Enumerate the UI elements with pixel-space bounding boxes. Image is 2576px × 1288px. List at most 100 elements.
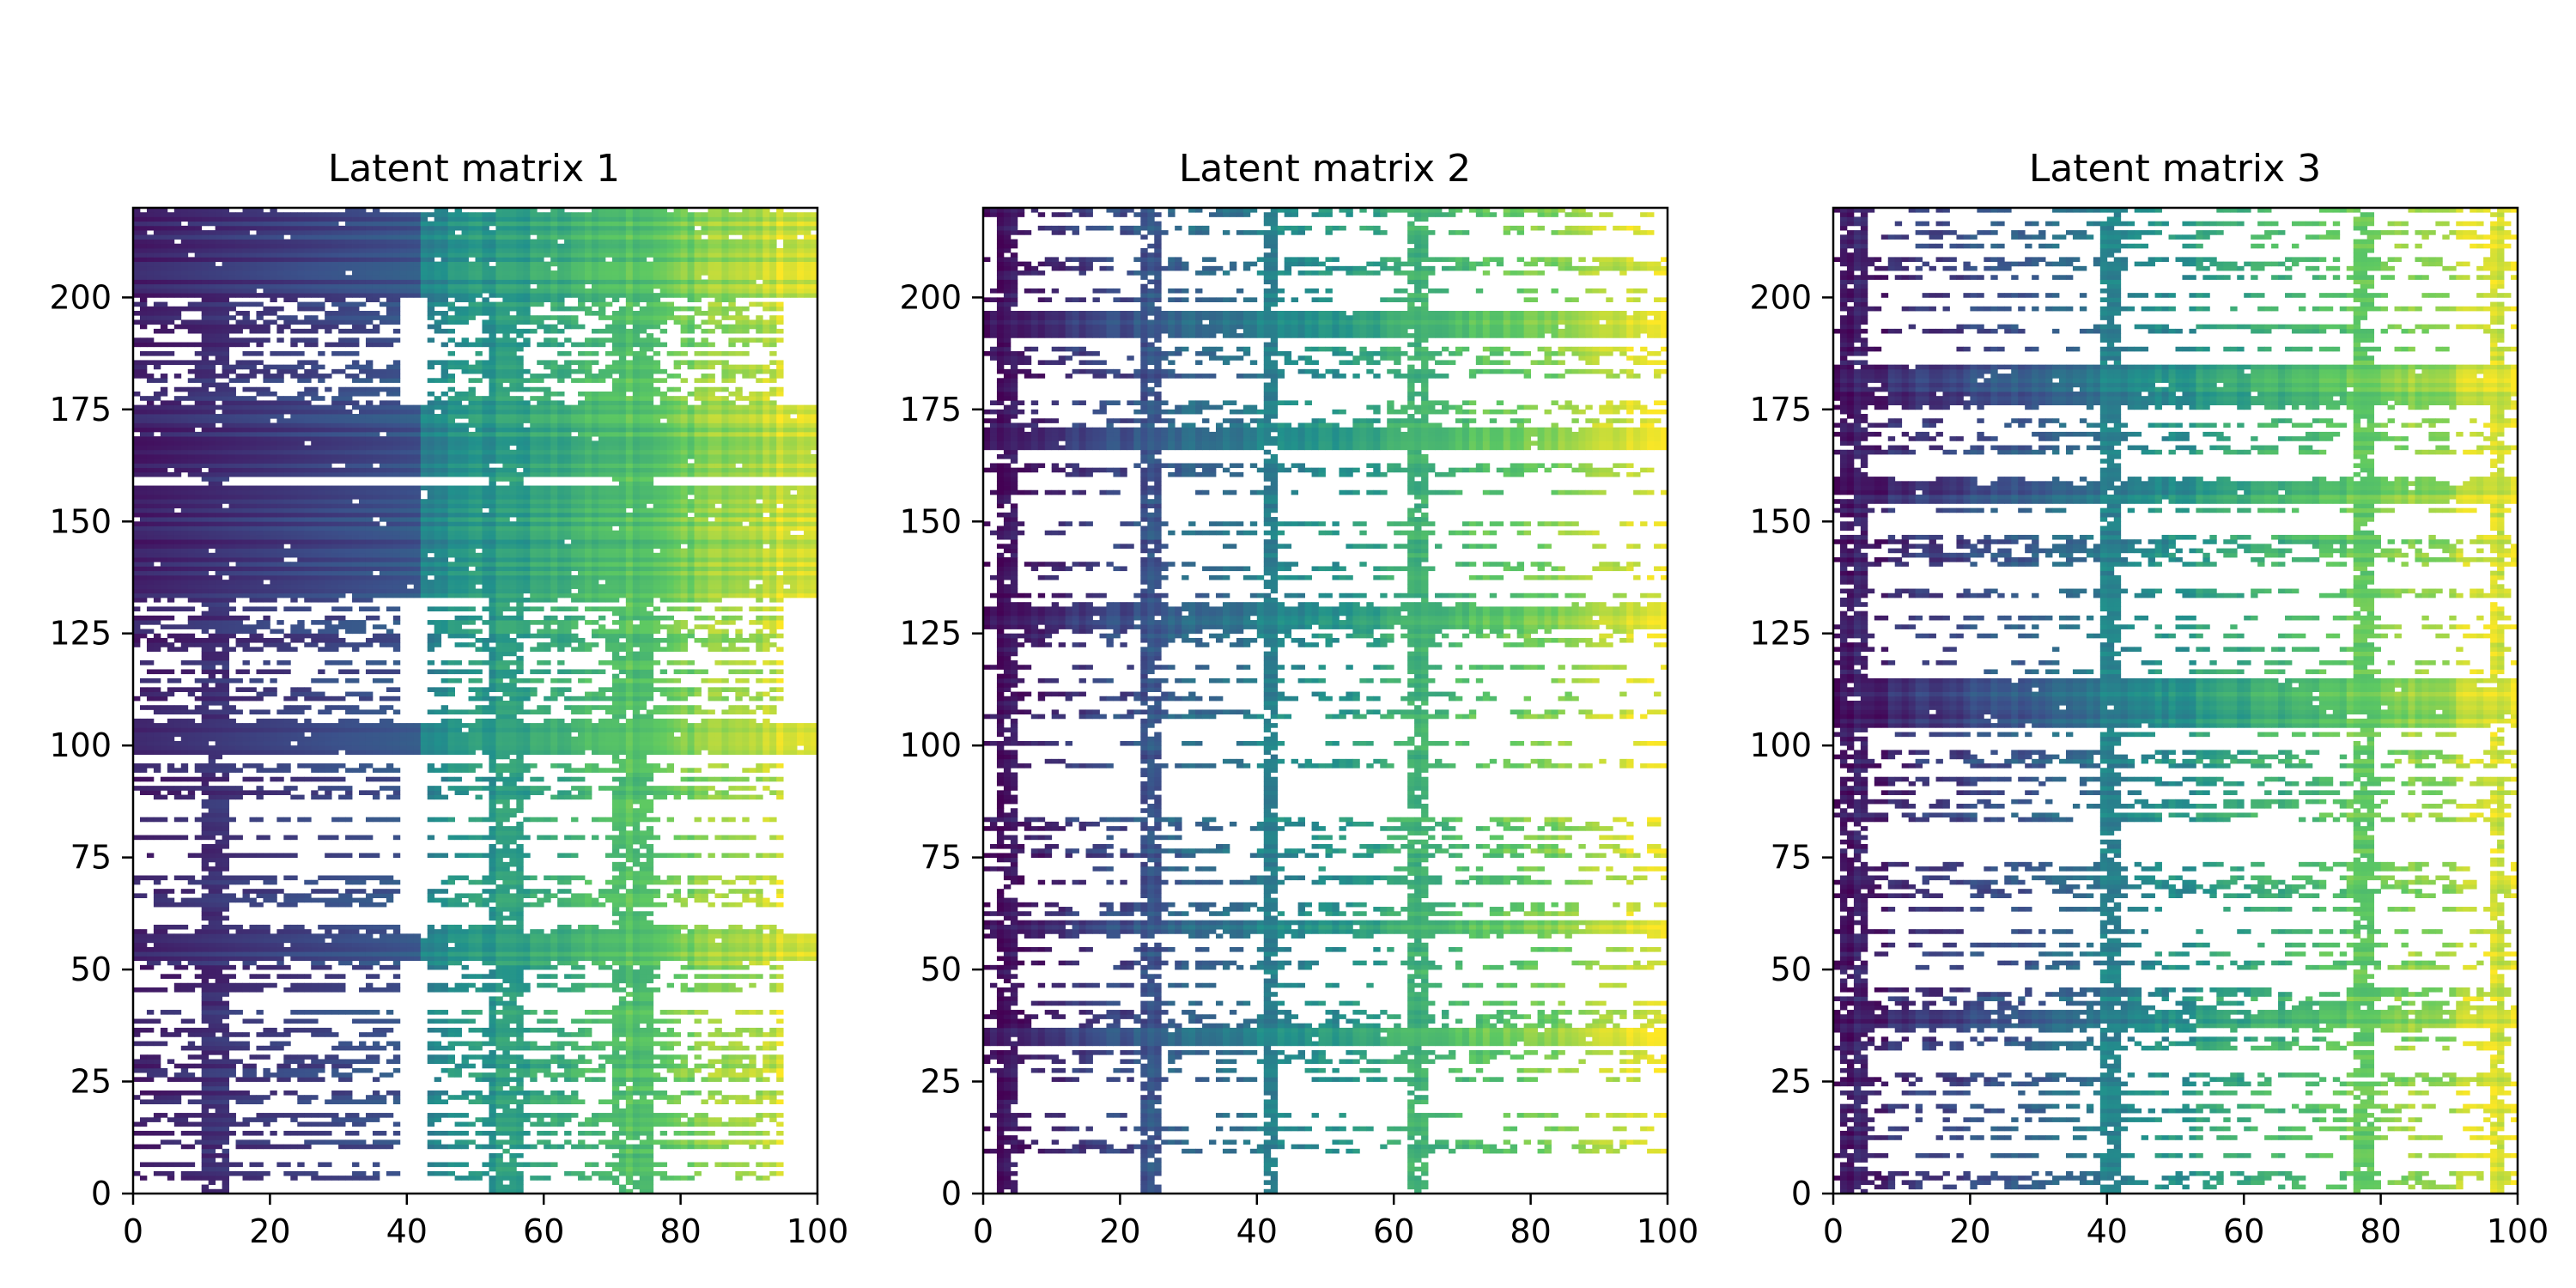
heatmap-cell — [222, 1041, 229, 1047]
heatmap-cell — [283, 1054, 291, 1060]
heatmap-cell — [591, 1162, 599, 1168]
heatmap-cell — [557, 718, 565, 724]
heatmap-cell — [495, 1162, 503, 1168]
heatmap-cell — [468, 1063, 476, 1069]
heatmap-cell — [413, 956, 422, 962]
heatmap-cell — [386, 1090, 394, 1096]
heatmap-cell — [222, 982, 229, 988]
heatmap-cell — [578, 732, 586, 738]
heatmap-cell — [598, 718, 606, 724]
heatmap-cell — [489, 799, 496, 805]
heatmap-cell — [270, 723, 277, 728]
heatmap-cell — [598, 889, 606, 894]
heatmap-cell — [338, 951, 346, 957]
heatmap-cell — [180, 1144, 189, 1150]
heatmap-cell — [345, 723, 353, 728]
heatmap-cell — [475, 718, 483, 724]
heatmap-cell — [708, 889, 715, 894]
heatmap-cell — [776, 1054, 784, 1060]
heatmap-cell — [311, 740, 319, 746]
heatmap-cell — [687, 835, 695, 841]
heatmap-cell — [270, 1113, 277, 1118]
heatmap-cell — [530, 1144, 538, 1150]
heatmap-cell — [495, 1095, 503, 1100]
heatmap-cell — [639, 768, 647, 773]
heatmap-cell — [544, 732, 551, 738]
heatmap-cell — [523, 763, 531, 769]
heatmap-cell — [325, 776, 332, 782]
heatmap-cell — [440, 964, 449, 970]
heatmap-cell — [632, 758, 641, 764]
heatmap-cell — [139, 745, 148, 750]
heatmap-cell — [632, 763, 641, 769]
heatmap-cell — [222, 1010, 229, 1015]
heatmap-cell — [475, 853, 483, 859]
heatmap-cell — [482, 740, 489, 746]
heatmap-cell — [133, 1095, 141, 1100]
heatmap-cell — [550, 964, 558, 970]
heatmap-cell — [611, 1139, 620, 1145]
heatmap-cell — [461, 902, 469, 908]
heatmap-cell — [194, 727, 203, 732]
heatmap-cell — [611, 1103, 620, 1109]
heatmap-cell — [639, 740, 647, 746]
heatmap-cell — [769, 1063, 777, 1069]
heatmap-cell — [585, 924, 592, 930]
heatmap-cell — [434, 740, 442, 746]
heatmap-cell — [530, 750, 538, 756]
heatmap-cell — [611, 1077, 620, 1082]
heatmap-cell — [618, 915, 627, 921]
heatmap-cell — [208, 1153, 216, 1158]
heatmap-cell — [461, 947, 469, 952]
heatmap-cell — [345, 933, 353, 939]
heatmap-cell — [173, 1077, 182, 1082]
heatmap-cell — [365, 709, 374, 715]
heatmap-cell — [756, 1067, 763, 1073]
heatmap-cell — [687, 1077, 695, 1082]
heatmap-cell — [646, 978, 654, 984]
heatmap-cell — [749, 960, 756, 966]
heatmap-cell — [509, 718, 517, 724]
heatmap-cell — [756, 1072, 763, 1078]
heatmap-cell — [222, 709, 229, 715]
heatmap-cell — [625, 1000, 634, 1006]
heatmap-cell — [578, 929, 586, 934]
heatmap-cell — [544, 696, 551, 702]
heatmap-cell — [578, 1059, 586, 1065]
heatmap-cell — [228, 1010, 236, 1015]
heatmap-cell — [618, 902, 627, 908]
heatmap-cell — [489, 776, 496, 782]
heatmap-cell — [153, 790, 161, 795]
heatmap-cell — [564, 794, 572, 800]
heatmap-cell — [318, 745, 325, 750]
heatmap-cell — [215, 974, 223, 979]
heatmap-cell — [194, 964, 203, 970]
heatmap-cell — [618, 1077, 627, 1082]
heatmap-cell — [571, 1113, 579, 1118]
heatmap-cell — [386, 723, 394, 728]
heatmap-cell — [632, 740, 641, 746]
heatmap-cell — [687, 964, 695, 970]
heatmap-cell — [194, 736, 203, 742]
heatmap-cell — [434, 1010, 442, 1015]
heatmap-cell — [687, 1144, 695, 1150]
heatmap-cell — [639, 861, 647, 867]
heatmap-cell — [133, 718, 141, 724]
heatmap-cell — [427, 1010, 435, 1015]
heatmap-cell — [721, 732, 729, 738]
heatmap-cell — [646, 893, 654, 898]
heatmap-cell — [646, 933, 654, 939]
heatmap-cell — [208, 1014, 216, 1019]
heatmap-cell — [365, 1176, 374, 1181]
heatmap-cell — [578, 942, 586, 948]
heatmap-cell — [632, 992, 641, 997]
heatmap-cell — [153, 889, 161, 894]
heatmap-cell — [701, 938, 708, 944]
heatmap-cell — [468, 1041, 476, 1047]
heatmap-cell — [283, 929, 291, 934]
heatmap-cell — [153, 745, 161, 750]
heatmap-cell — [283, 817, 291, 823]
heatmap-cell — [537, 1090, 544, 1096]
heatmap-cell — [454, 875, 462, 881]
heatmap-cell — [680, 732, 688, 738]
